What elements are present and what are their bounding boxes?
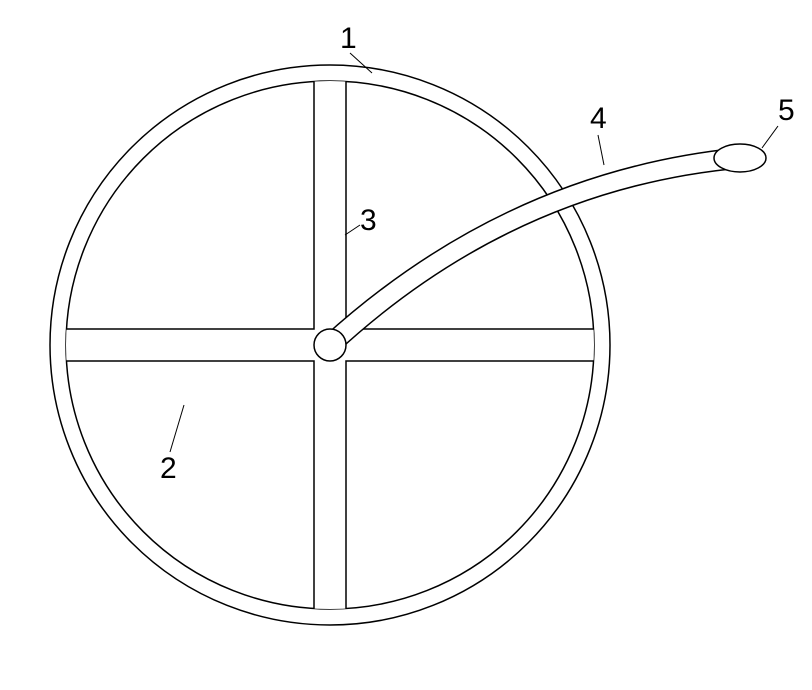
label-3: 3 [360,204,377,237]
label-4-leader [598,135,604,165]
arm-fill [323,148,741,352]
arm-tip-ellipse [714,144,766,172]
label-2: 2 [160,452,177,485]
label-1: 1 [340,22,357,55]
arm-upper-curve [337,168,741,352]
label-2-leader [170,405,184,452]
label-5-leader [762,126,778,148]
label-1-leader [350,53,372,73]
center-hub-circle [314,329,346,361]
label-5: 5 [778,94,795,127]
label-4: 4 [590,102,607,135]
label-3-leader [345,225,360,235]
